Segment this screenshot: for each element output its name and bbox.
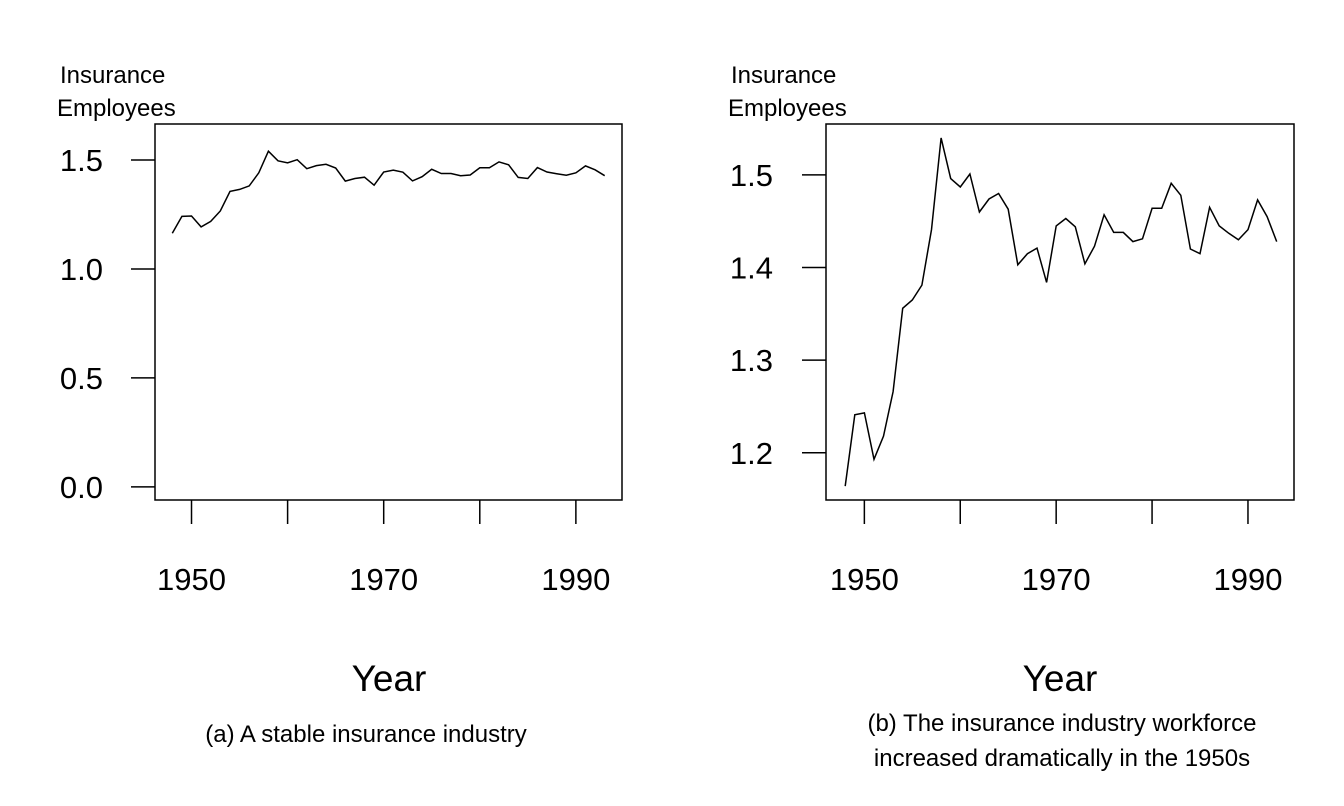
y-tick-label: 1.0 (60, 252, 103, 287)
y-tick-label: 1.3 (730, 343, 773, 378)
y-axis-label: Employees (728, 95, 847, 122)
x-tick-label: 1970 (1022, 562, 1091, 597)
y-tick-label: 1.2 (730, 436, 773, 471)
y-tick-label: 0.5 (60, 361, 103, 396)
y-axis-label: Insurance (731, 62, 836, 89)
panel-a: Insurance Employees 0.0 0.5 1.0 1.5 1950 1970 19… (57, 62, 623, 748)
y-tick-label: 0.0 (60, 470, 103, 505)
caption: (b) The insurance industry workforce (867, 710, 1256, 737)
x-axis-label: Year (1023, 658, 1098, 699)
y-tick-label: 1.5 (60, 143, 103, 178)
panel-b: Insurance Employees 1.2 1.3 1.4 1.5 1950 1970 19… (728, 62, 1295, 772)
x-axis-label: Year (352, 658, 427, 699)
x-tick-label: 1990 (541, 562, 610, 597)
series-line (171, 149, 606, 234)
x-tick-label: 1950 (157, 562, 226, 597)
plot-frame (825, 123, 1295, 501)
x-tick-label: 1990 (1213, 562, 1282, 597)
caption: (a) A stable insurance industry (205, 721, 527, 748)
x-tick-label: 1970 (349, 562, 418, 597)
plot-frame (154, 123, 623, 501)
y-tick-label: 1.4 (730, 251, 773, 286)
y-tick-label: 1.5 (730, 158, 773, 193)
x-tick-label: 1950 (830, 562, 899, 597)
y-axis-label: Insurance (60, 62, 165, 89)
caption: increased dramatically in the 1950s (874, 745, 1250, 772)
y-axis-label: Employees (57, 95, 176, 122)
series-line (844, 137, 1278, 487)
